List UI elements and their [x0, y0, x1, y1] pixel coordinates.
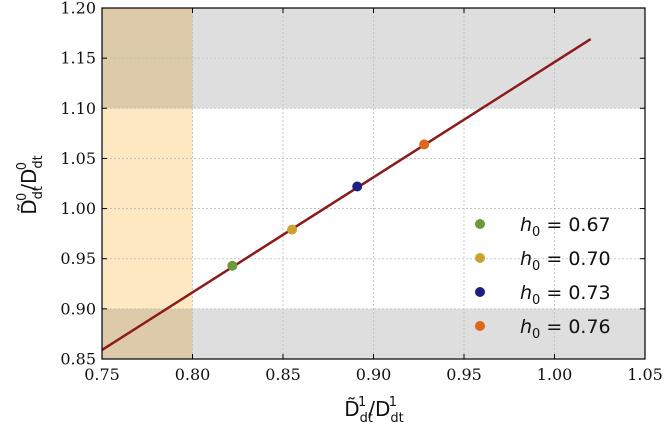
- legend: h0 = 0.67 h0 = 0.70 h0 = 0.73 h0 = 0.76: [475, 214, 611, 342]
- x-tick-label-5: 1.00: [537, 365, 573, 384]
- x-tick-label-2: 0.85: [265, 365, 301, 384]
- legend-label-2: h0 = 0.73: [520, 282, 611, 308]
- x-tick-label-6: 1.05: [627, 365, 663, 384]
- legend-marker-2: [475, 287, 485, 297]
- y-tick-label-4: 1.05: [60, 149, 96, 168]
- data-point-0-0: [227, 260, 238, 271]
- y-tick-label-5: 1.10: [60, 99, 96, 118]
- data-point-2-0: [352, 181, 363, 192]
- y-tick-label-3: 1.00: [60, 199, 96, 218]
- x-tick-label-1: 0.80: [175, 365, 211, 384]
- y-axis-label: D̃dt0/Ddt0: [15, 155, 46, 215]
- data-points: [227, 139, 430, 271]
- x-axis-label: D̃dt1/Ddt1: [344, 395, 404, 426]
- y-tick-label-7: 1.20: [60, 0, 96, 18]
- legend-marker-0: [475, 219, 485, 229]
- fit-line: [101, 38, 592, 352]
- data-point-3-0: [419, 139, 430, 150]
- y-tick-label-2: 0.95: [60, 249, 96, 268]
- y-tick-label-1: 0.90: [60, 299, 96, 318]
- shaded-band-x-0: [102, 8, 193, 359]
- legend-marker-1: [475, 253, 485, 263]
- x-tick-label-3: 0.90: [356, 365, 392, 384]
- data-point-1-0: [287, 224, 298, 235]
- legend-label-1: h0 = 0.70: [520, 248, 611, 274]
- legend-label-3: h0 = 0.76: [520, 316, 611, 342]
- legend-marker-3: [475, 321, 485, 331]
- y-tick-label-0: 0.85: [60, 350, 96, 369]
- axis-ticks: 0.75 0.80 0.85 0.90 0.95 1.00 1.05 0.85 0.90 0.95…: [60, 0, 662, 384]
- x-tick-label-4: 0.95: [446, 365, 482, 384]
- x-tick-label-0: 0.75: [84, 365, 120, 384]
- legend-label-0: h0 = 0.67: [520, 214, 611, 240]
- fit-line-group: [101, 38, 592, 352]
- y-tick-label-6: 1.15: [60, 49, 96, 68]
